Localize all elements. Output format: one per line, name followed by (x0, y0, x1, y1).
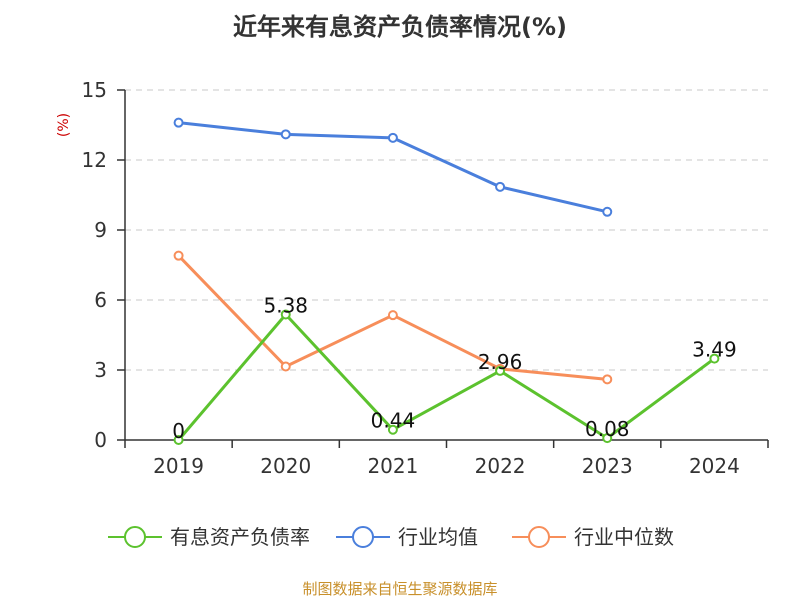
x-tick-label: 2021 (367, 454, 418, 478)
data-label: 2.96 (478, 350, 523, 374)
data-label: 0 (172, 419, 185, 443)
series-lines (173, 117, 720, 445)
data-point-0 (602, 433, 613, 444)
data-point-0 (709, 353, 720, 364)
legend-label-0: 有息资产负债率 (170, 525, 310, 549)
y-tick-label: 0 (94, 428, 107, 452)
source-note: 制图数据来自恒生聚源数据库 (302, 580, 497, 598)
data-point-0 (387, 424, 398, 435)
legend-marker-1 (352, 526, 374, 548)
data-labels: 0 5.38 0.44 2.96 0.08 3.49 (172, 293, 736, 443)
data-point-1 (387, 132, 398, 143)
data-point-1 (495, 181, 506, 192)
x-tick-label: 2020 (260, 454, 311, 478)
legend-label-2: 行业中位数 (574, 525, 674, 549)
x-tick-label: 2019 (153, 454, 204, 478)
data-point-2 (280, 361, 291, 372)
axes: 0 3 6 9 12 15 2019 2020 2021 2022 2023 2024 (82, 78, 769, 478)
y-axis-label: (%) (56, 113, 72, 137)
legend-label-1: 行业均值 (398, 525, 478, 549)
data-point-0 (280, 309, 291, 320)
gridlines (125, 89, 768, 371)
data-point-0 (173, 435, 184, 445)
data-point-0 (495, 365, 506, 376)
data-point-1 (173, 117, 184, 128)
chart-title: 近年来有息资产负债率情况(%) (233, 13, 567, 41)
y-tick-label: 12 (82, 148, 107, 172)
x-tick-label: 2024 (689, 454, 740, 478)
data-point-1 (602, 206, 613, 217)
y-tick-label: 9 (94, 218, 107, 242)
y-tick-label: 3 (94, 358, 107, 382)
series-line-0 (177, 312, 716, 441)
x-tick-label: 2023 (582, 454, 633, 478)
data-point-2 (602, 374, 613, 385)
data-label: 0.08 (585, 417, 630, 441)
data-label: 0.44 (371, 409, 416, 433)
legend: 有息资产负债率 行业均值 行业中位数 (108, 525, 674, 549)
data-point-1 (280, 129, 291, 140)
legend-marker-0 (124, 526, 146, 548)
y-tick-label: 15 (82, 78, 107, 102)
data-point-2 (173, 250, 184, 261)
data-label: 5.38 (263, 293, 308, 317)
x-tick-label: 2022 (475, 454, 526, 478)
y-tick-label: 6 (94, 288, 107, 312)
legend-marker-2 (528, 526, 550, 548)
data-label: 3.49 (692, 338, 737, 362)
data-point-2 (387, 310, 398, 321)
